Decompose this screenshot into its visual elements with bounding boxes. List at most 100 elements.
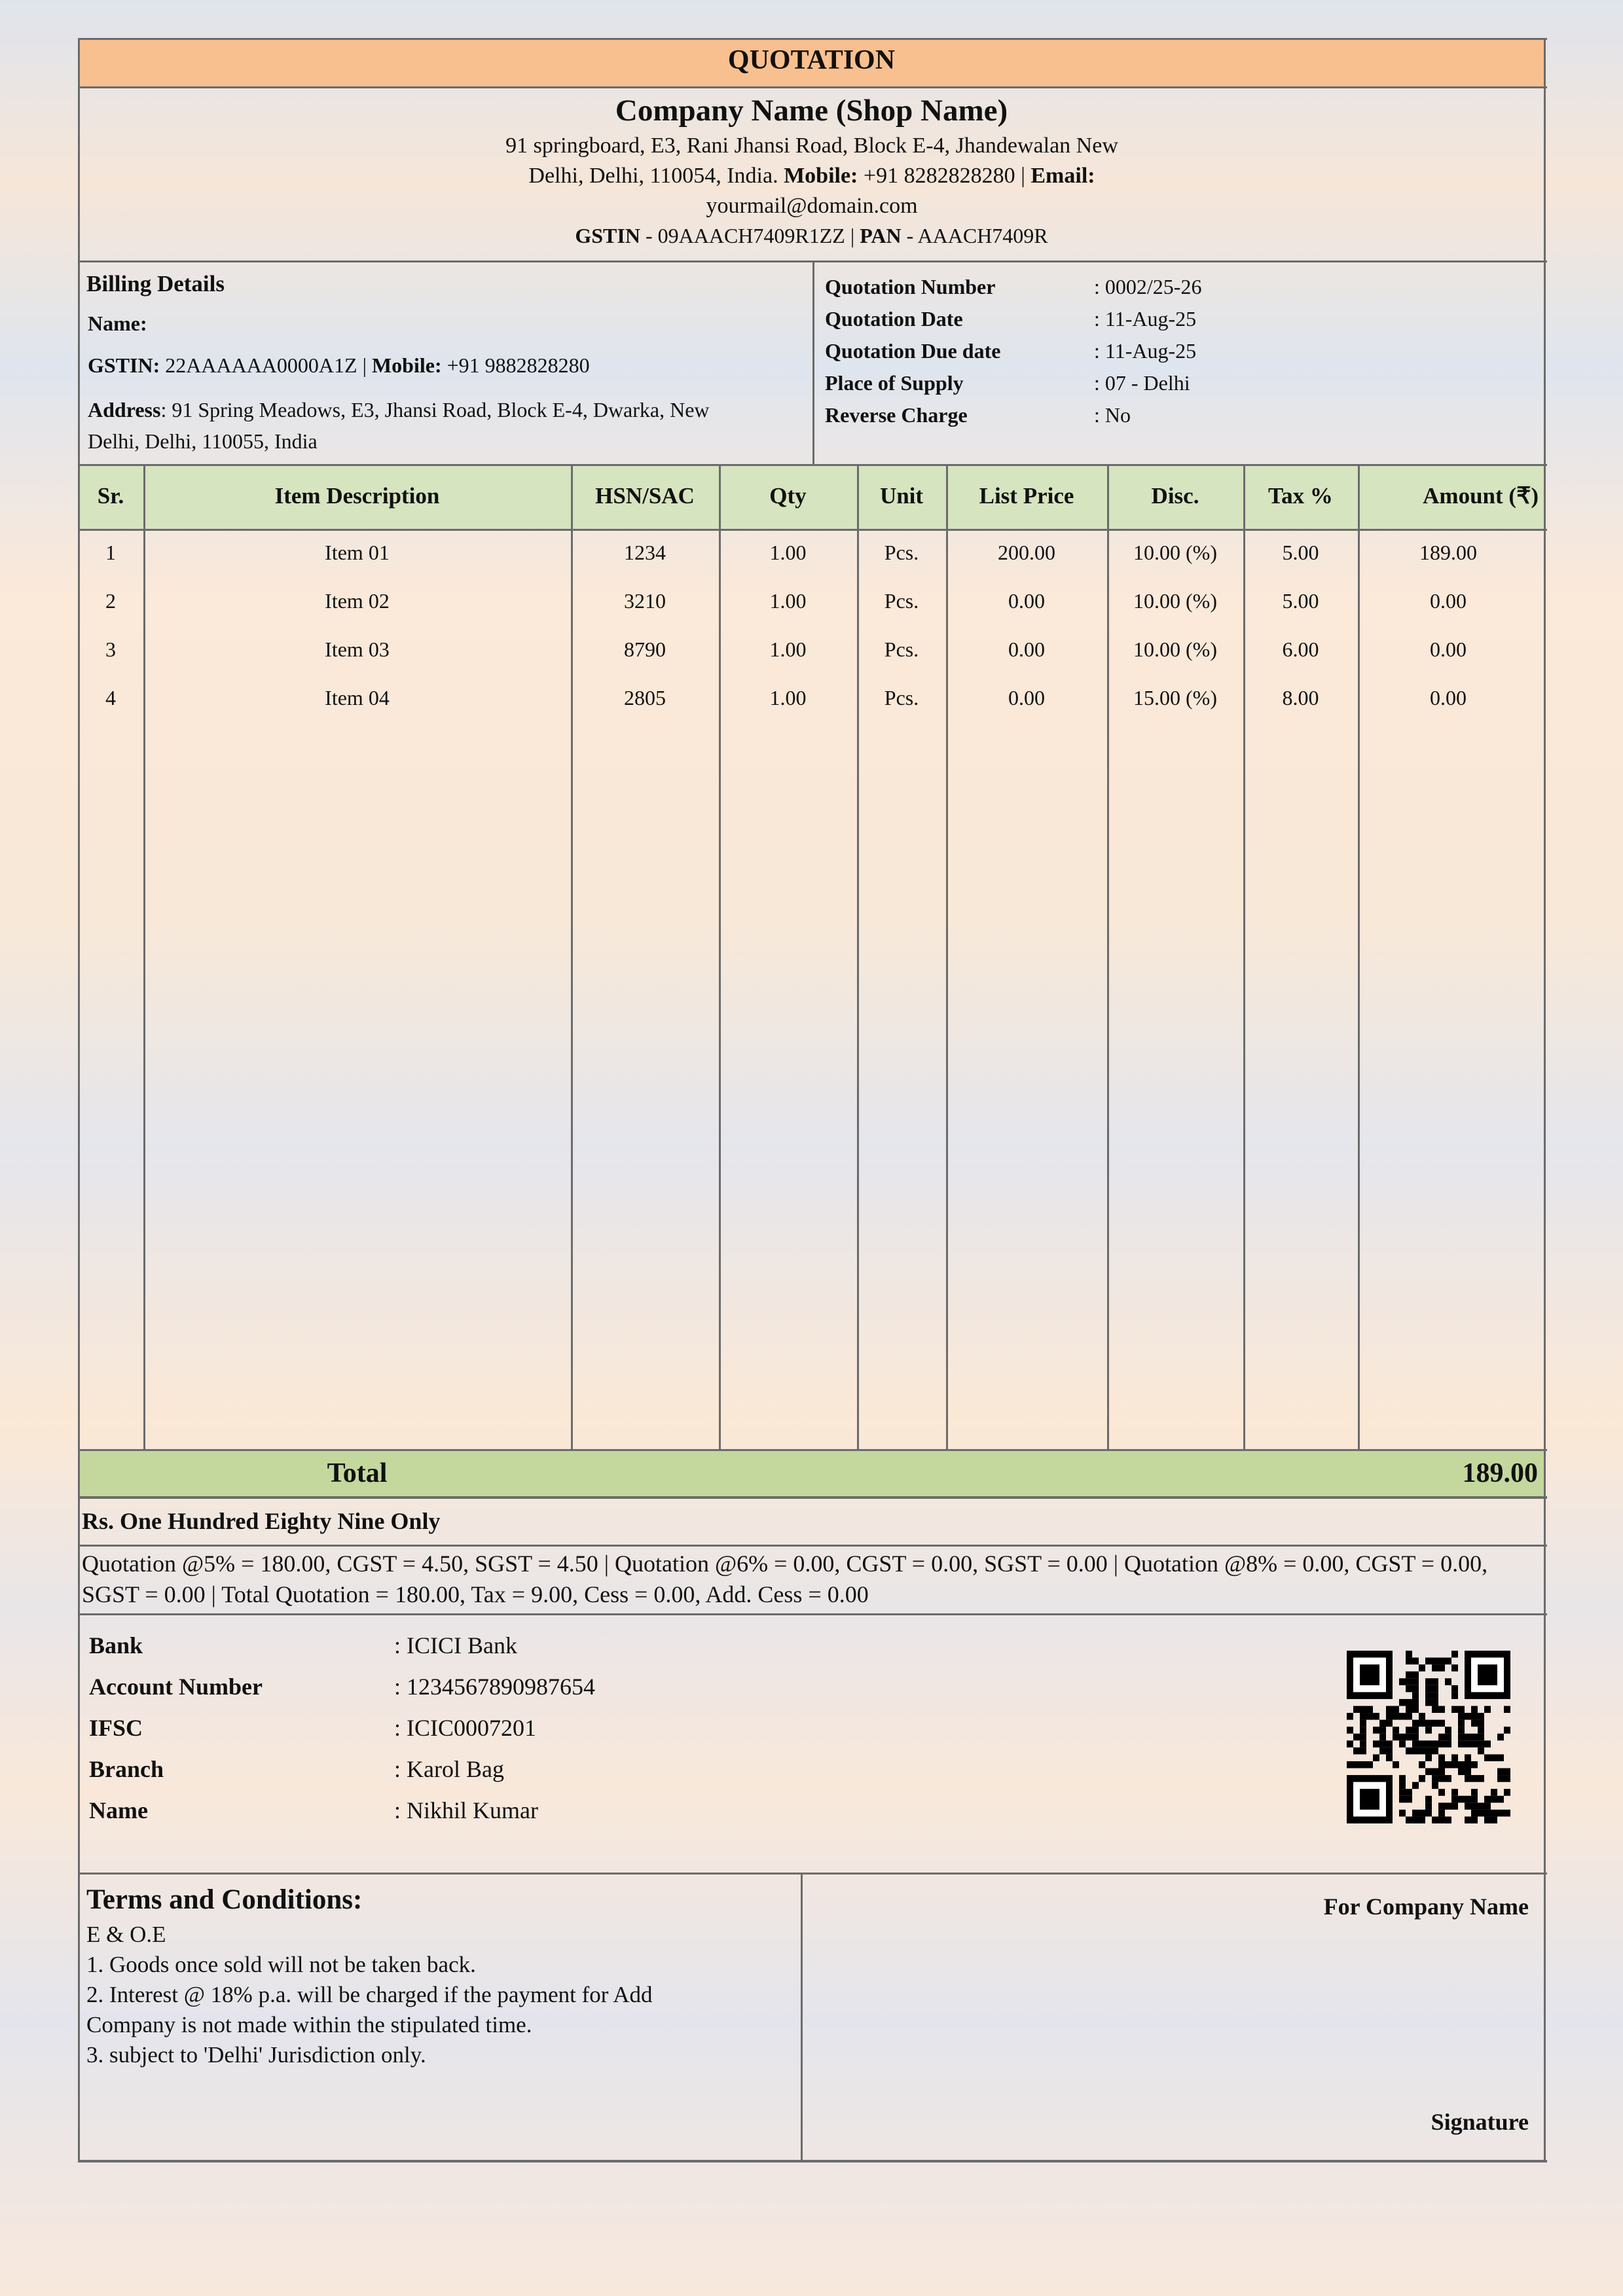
qr-module — [1465, 1761, 1471, 1768]
border — [78, 1449, 1547, 1451]
column-header: HSN/SAC — [595, 483, 695, 509]
table-cell: 4 — [105, 686, 116, 709]
qr-module — [1471, 1809, 1478, 1817]
label: Address — [88, 398, 161, 422]
qr-module — [1445, 1775, 1451, 1782]
qr-module — [1438, 1657, 1445, 1665]
qr-module — [1379, 1747, 1386, 1755]
qr-module — [1347, 1740, 1353, 1748]
qr-module — [1406, 1657, 1412, 1665]
column-line — [719, 464, 721, 1450]
qr-module — [1478, 1747, 1484, 1755]
qr-module — [1497, 1733, 1504, 1741]
table-cell: 0.00 — [1008, 637, 1045, 661]
border — [801, 1873, 803, 2161]
table-cell: 189.00 — [1419, 541, 1477, 564]
table-cell: 0.00 — [1430, 637, 1467, 661]
qr-module — [1438, 1761, 1445, 1768]
billing-mobile: +91 9882828280 — [447, 353, 590, 377]
qr-module — [1471, 1706, 1478, 1713]
qr-module — [1425, 1768, 1432, 1776]
qr-module — [1491, 1789, 1497, 1796]
qr-module — [1366, 1706, 1373, 1713]
qr-module — [1360, 1747, 1366, 1755]
doc-title: QUOTATION — [727, 45, 896, 75]
qr-module — [1379, 1740, 1386, 1748]
column-line — [1107, 464, 1109, 1450]
qr-module — [1412, 1671, 1419, 1679]
amount-in-words: Rs. One Hundred Eighty Nine Only — [82, 1508, 441, 1534]
qr-module — [1497, 1809, 1504, 1817]
qr-module — [1406, 1789, 1412, 1796]
qr-module — [1432, 1706, 1438, 1713]
qr-module — [1484, 1795, 1491, 1803]
qr-module — [1419, 1761, 1425, 1768]
qr-module — [1399, 1678, 1406, 1685]
bank-value: : Karol Bag — [394, 1756, 504, 1782]
qr-module — [1347, 1761, 1353, 1768]
qr-module — [1412, 1698, 1419, 1706]
table-cell: 3210 — [624, 589, 666, 613]
qr-module — [1347, 1713, 1353, 1720]
qr-module — [1484, 1740, 1491, 1748]
qr-module — [1451, 1761, 1458, 1768]
qr-module — [1451, 1706, 1458, 1713]
qr-module — [1406, 1795, 1412, 1803]
terms-line: E & O.E — [86, 1922, 166, 1947]
qr-module — [1465, 1754, 1471, 1761]
info-label: Quotation Number — [825, 275, 996, 298]
qr-module — [1438, 1664, 1445, 1672]
qr-module — [1419, 1740, 1425, 1748]
table-cell: 2 — [105, 589, 116, 613]
terms-line: 3. subject to 'Delhi' Jurisdiction only. — [86, 2042, 426, 2068]
label: Mobile: — [371, 353, 442, 377]
table-cell: 15.00 (%) — [1133, 686, 1217, 709]
qr-module — [1458, 1727, 1465, 1734]
qr-module — [1412, 1740, 1419, 1748]
qr-module — [1412, 1782, 1419, 1789]
column-header: Item Description — [274, 483, 440, 509]
qr-module — [1451, 1803, 1458, 1810]
table-cell: 1.00 — [769, 541, 807, 564]
qr-module — [1425, 1795, 1432, 1803]
qr-module — [1451, 1664, 1458, 1672]
info-label: Quotation Due date — [825, 339, 1001, 363]
column-header: Qty — [769, 483, 807, 509]
qr-module — [1425, 1678, 1432, 1685]
qr-module — [1465, 1740, 1471, 1748]
qr-module — [1432, 1698, 1438, 1706]
label: Mobile: — [784, 164, 858, 188]
info-value: : No — [1094, 403, 1131, 427]
qr-module — [1412, 1678, 1419, 1685]
qr-module — [1438, 1789, 1445, 1796]
terms-title: Terms and Conditions: — [86, 1884, 363, 1915]
qr-module — [1445, 1740, 1451, 1748]
bank-value: : ICIC0007201 — [394, 1715, 537, 1741]
qr-module — [1445, 1657, 1451, 1665]
qr-module — [1497, 1795, 1504, 1803]
company-gstin: - 09AAACH7409R1ZZ | — [645, 224, 855, 247]
qr-module — [1425, 1698, 1432, 1706]
qr-module — [1412, 1727, 1419, 1734]
qr-module — [1432, 1816, 1438, 1823]
qr-module — [1465, 1713, 1471, 1720]
qr-module — [1379, 1727, 1386, 1734]
qr-module — [1432, 1657, 1438, 1665]
qr-module — [1419, 1747, 1425, 1755]
qr-module — [1438, 1719, 1445, 1727]
qr-module — [1458, 1740, 1465, 1748]
terms-line: 1. Goods once sold will not be taken bac… — [86, 1952, 476, 1977]
table-cell: 1 — [105, 541, 116, 564]
qr-module — [1451, 1754, 1458, 1761]
qr-module — [1478, 1664, 1497, 1685]
qr-module — [1471, 1816, 1478, 1823]
qr-module — [1425, 1754, 1432, 1761]
qr-module — [1484, 1803, 1491, 1810]
label: GSTIN: — [88, 353, 160, 377]
qr-module — [1438, 1733, 1445, 1741]
qr-module — [1465, 1775, 1471, 1782]
qr-module — [1406, 1713, 1412, 1720]
qr-module — [1458, 1795, 1465, 1803]
qr-module — [1399, 1775, 1406, 1782]
qr-module — [1366, 1713, 1373, 1720]
